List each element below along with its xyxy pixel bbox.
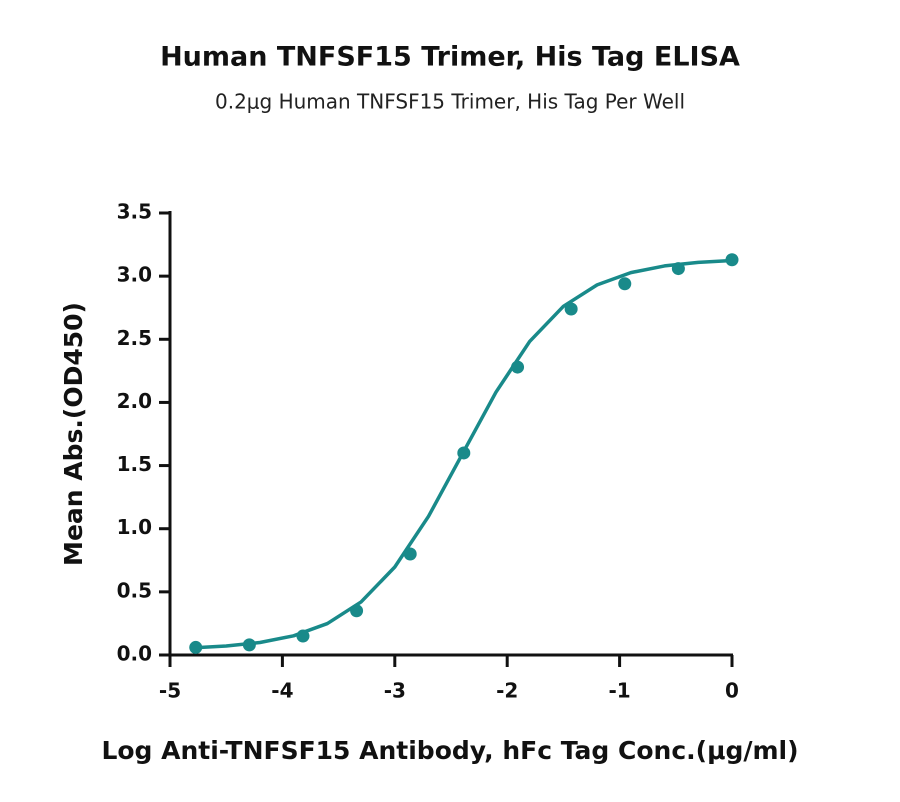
data-point	[671, 262, 685, 276]
chart-subtitle: 0.2μg Human TNFSF15 Trimer, His Tag Per …	[215, 90, 685, 114]
x-tick-label: -4	[271, 679, 293, 703]
x-tick-label: -5	[159, 679, 181, 703]
x-axis-label: Log Anti-TNFSF15 Antibody, hFc Tag Conc.…	[101, 736, 798, 765]
y-tick-label: 1.5	[117, 452, 152, 476]
x-tick-label: -1	[608, 679, 630, 703]
y-tick-label: 2.0	[117, 389, 152, 413]
y-tick-label: 2.5	[117, 326, 152, 350]
y-tick-label: 0.5	[117, 578, 152, 602]
data-point	[511, 360, 525, 374]
y-axis-label: Mean Abs.(OD450)	[59, 302, 88, 566]
chart-title: Human TNFSF15 Trimer, His Tag ELISA	[160, 42, 740, 73]
data-point	[725, 253, 739, 267]
data-point	[403, 547, 417, 561]
data-point	[564, 302, 578, 316]
data-point	[618, 277, 632, 291]
data-point	[189, 640, 203, 654]
y-tick-label: 1.0	[117, 515, 152, 539]
x-tick-label: -2	[496, 679, 518, 703]
y-tick-label: 0.0	[117, 642, 152, 666]
data-point	[457, 446, 471, 460]
y-tick-label: 3.0	[117, 263, 152, 287]
data-point	[350, 604, 364, 618]
x-tick-label: -3	[384, 679, 406, 703]
x-tick-label: 0	[725, 679, 739, 703]
y-tick-label: 3.5	[117, 200, 152, 224]
data-point	[242, 638, 256, 652]
data-point	[296, 629, 310, 643]
